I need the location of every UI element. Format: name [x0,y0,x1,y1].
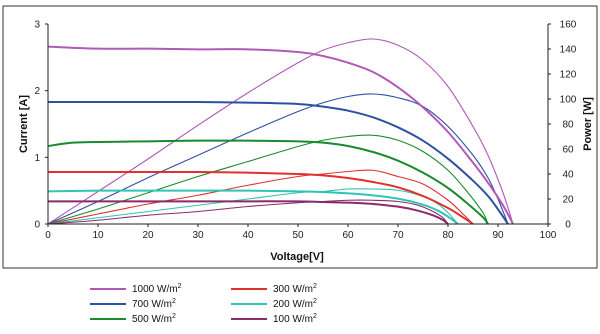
y-right-tick-label: 160 [560,20,577,31]
x-tick-label: 0 [45,230,51,241]
y-left-tick-label: 2 [34,86,40,97]
x-axis-title: Voltage[V] [270,251,324,263]
legend-label-300: 300 W/m2 [273,283,317,295]
legend-label-1000: 1000 W/m2 [132,283,182,295]
current-curve-1000 [47,45,514,225]
curves-layer [47,38,514,225]
chart-frame [2,5,598,269]
legend-label-200: 200 W/m2 [273,298,317,310]
current-curve-200 [47,189,459,225]
x-tick-label: 100 [540,230,557,241]
power-curve-300 [47,169,474,225]
power-curve-700 [47,93,509,225]
y-right-tick-label: 100 [560,95,577,106]
y-left-tick-label: 3 [34,20,40,31]
current-curve-700 [48,100,509,225]
y-right-tick-label: 0 [565,220,571,231]
y-right-tick-label: 80 [562,120,574,131]
power-curve-500 [47,134,489,225]
y-axis-left-title: Current [A] [18,95,30,153]
y-right-tick-label: 120 [560,70,577,81]
x-tick-label: 50 [292,230,304,241]
legend: 1000 W/m2 700 W/m2 500 W/m2 300 W/m2 200 W/m… [90,283,317,325]
x-tick-label: 10 [92,230,104,241]
x-tick-label: 30 [192,230,204,241]
current-curve-100 [47,200,449,225]
y-left-tick-label: 1 [34,153,40,164]
x-tick-label: 80 [442,230,454,241]
y-axis-right-title: Power [W] [582,97,594,151]
y-left-tick-label: 0 [34,220,40,231]
legend-label-700: 700 W/m2 [132,298,176,310]
x-tick-label: 90 [492,230,504,241]
y-right-tick-label: 20 [562,195,574,206]
y-right-tick-label: 60 [562,145,574,156]
y-right-tick-label: 40 [562,170,574,181]
power-curve-1000 [47,38,514,225]
legend-label-100: 100 W/m2 [273,313,317,325]
current-curve-500 [47,139,489,225]
ticks-layer: 0 10 20 30 40 50 60 70 80 90 100012302040608010012… [34,20,576,242]
power-curve-100 [47,199,449,225]
x-tick-label: 20 [142,230,154,241]
legend-label-500: 500 W/m2 [132,313,176,325]
x-tick-label: 60 [342,230,354,241]
y-right-tick-label: 140 [560,45,577,56]
x-tick-label: 40 [242,230,254,241]
x-tick-label: 70 [392,230,404,241]
current-curve-300 [47,170,474,225]
